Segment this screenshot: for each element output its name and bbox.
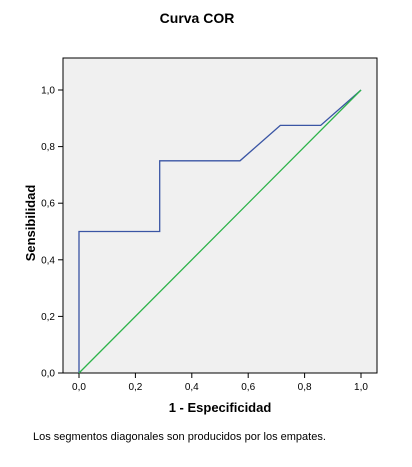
reference-diagonal-line <box>78 89 362 374</box>
x-tick-label: 0,6 <box>241 382 255 393</box>
x-tick-label: 0,2 <box>128 382 142 393</box>
x-tick-label: 0,0 <box>72 382 86 393</box>
plot-area <box>62 57 378 374</box>
x-tick-label: 0,8 <box>298 382 312 393</box>
y-tick-label: 0,4 <box>41 255 55 266</box>
axis-ticks: 0,0 0,2 0,4 0,6 0,8 1,0 0,0 0,2 0,4 0,6 0,8 1,0 <box>41 86 368 394</box>
y-tick-label: 0,2 <box>41 312 55 323</box>
y-tick-label: 0,6 <box>41 199 55 210</box>
roc-curve-line <box>78 89 362 373</box>
y-tick-label: 1,0 <box>41 86 55 97</box>
x-tick-label: 0,4 <box>185 382 199 393</box>
x-axis-label: 1 - Especificidad <box>169 400 272 415</box>
footnote: Los segmentos diagonales son producidos … <box>33 431 326 443</box>
chart-title: Curva COR <box>160 10 235 26</box>
y-tick-label: 0,8 <box>41 142 55 153</box>
y-axis-label: Sensibilidad <box>23 185 38 262</box>
y-tick-label: 0,0 <box>41 369 55 380</box>
x-tick-label: 1,0 <box>354 382 368 393</box>
series-layer <box>78 89 362 374</box>
